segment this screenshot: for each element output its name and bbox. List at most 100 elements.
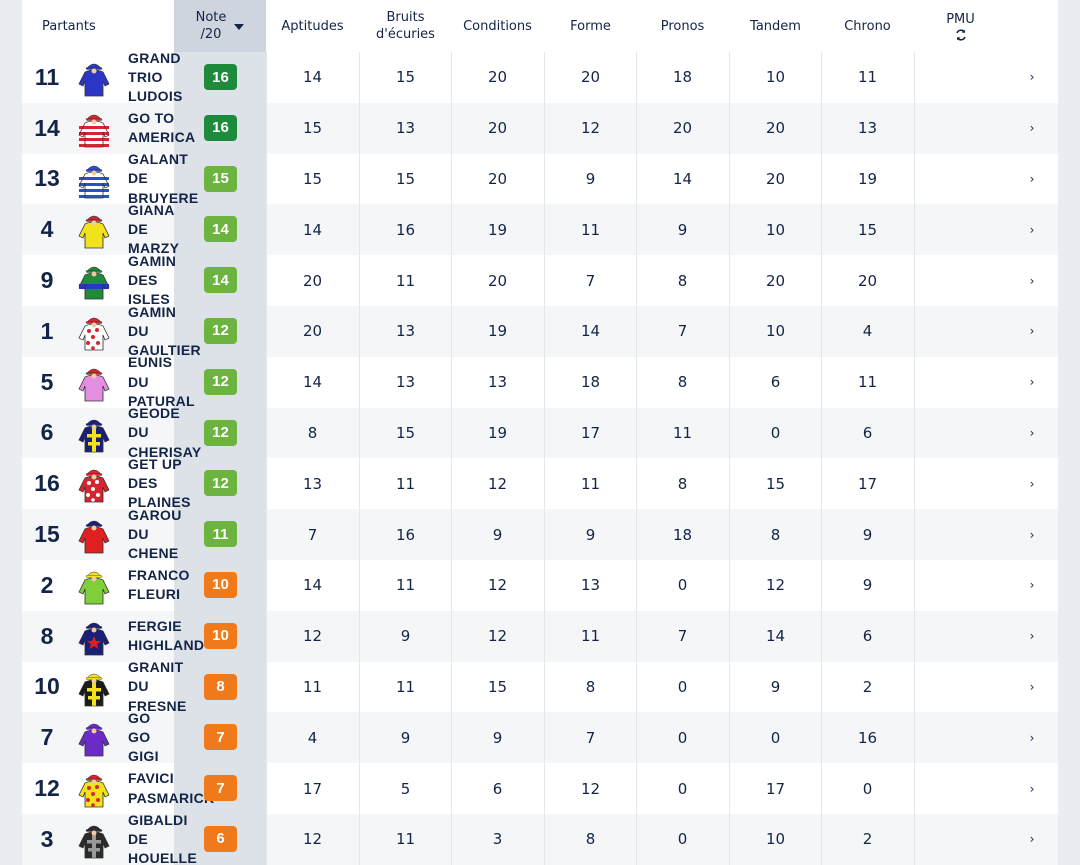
table-row[interactable]: 8 FERGIE HIGHLAND 10 12 9 12 11 7 14 6 › [22, 610, 1058, 662]
table-row[interactable]: 2 FRANCO FLEURI 10 14 11 12 13 0 12 9 › [22, 559, 1058, 611]
horse-name-line: GET UP [128, 458, 182, 472]
chevron-right-icon[interactable]: › [1029, 375, 1035, 390]
score-chrono: 19 [857, 169, 878, 188]
horse-name-line: FRESNE [128, 697, 187, 713]
horse-name[interactable]: GIBALDI DE HOUELLE [128, 814, 197, 865]
horse-name-line: AMERICA [128, 129, 196, 146]
table-row[interactable]: 9 GAMIN DES ISLES 14 20 11 20 7 8 20 20 › [22, 255, 1058, 306]
header-forme-line: Forme [570, 18, 611, 34]
table-row[interactable]: 10 GRANIT DU FRESNE 8 11 11 15 8 0 9 2 › [22, 661, 1058, 713]
horse-name[interactable]: GET UP DES PLAINES [128, 458, 191, 509]
table-row[interactable]: 15 GAROU DU CHENE 11 7 16 9 9 18 8 9 › [22, 509, 1058, 560]
header-forme[interactable]: Forme [544, 0, 637, 52]
score-aptitudes: 14 [302, 576, 323, 595]
table-row[interactable]: 5 EUNIS DU PATURAL 12 14 13 13 18 8 6 11 › [22, 356, 1058, 408]
horse-name[interactable]: GO TO AMERICA [128, 103, 195, 154]
horse-name-line: GIGI [128, 748, 159, 764]
header-conditions-line: Conditions [463, 18, 532, 34]
score-tandem: 9 [770, 677, 781, 696]
column-divider [821, 407, 822, 459]
column-divider [451, 458, 452, 510]
chevron-right-icon[interactable]: › [1029, 273, 1035, 288]
chevron-right-icon[interactable]: › [1029, 425, 1035, 440]
column-divider [636, 153, 637, 205]
chevron-right-icon[interactable]: › [1029, 171, 1035, 186]
column-divider [914, 661, 915, 713]
horse-name[interactable]: GAMIN DU GAULTIER [128, 306, 201, 357]
caret-down-icon[interactable] [234, 24, 245, 30]
header-aptitudes[interactable]: Aptitudes [266, 0, 359, 52]
jockey-silk-icon [78, 368, 110, 402]
column-divider [636, 813, 637, 865]
chevron-right-icon[interactable]: › [1029, 578, 1035, 593]
horse-name[interactable]: GO GO GIGI [128, 712, 159, 763]
chevron-right-icon[interactable]: › [1029, 629, 1035, 644]
column-divider [359, 255, 360, 306]
header-pronos[interactable]: Pronos [636, 0, 729, 52]
column-divider [729, 712, 730, 764]
header-partants[interactable]: Partants [42, 18, 96, 34]
header-tandem[interactable]: Tandem [729, 0, 822, 52]
score-aptitudes: 14 [302, 373, 323, 392]
column-divider [544, 763, 545, 814]
refresh-icon[interactable] [955, 28, 967, 42]
column-divider [266, 305, 267, 357]
column-divider [266, 204, 267, 256]
horse-name[interactable]: FERGIE HIGHLAND [128, 611, 204, 662]
column-divider [359, 305, 360, 357]
column-divider [636, 407, 637, 459]
column-divider [914, 610, 915, 662]
table-row[interactable]: 1 GAMIN DU GAULTIER 12 20 13 19 14 7 10 4 › [22, 305, 1058, 357]
column-divider [266, 52, 267, 103]
header-bruits[interactable]: Bruits d'écuries [359, 0, 452, 52]
table-row[interactable]: 11 GRAND TRIO LUDOIS 16 14 15 20 20 18 10 11 › [22, 52, 1058, 103]
horse-name[interactable]: GAMIN DES ISLES [128, 255, 176, 306]
horse-name[interactable]: GAROU DU CHENE [128, 509, 182, 560]
chevron-right-icon[interactable]: › [1029, 832, 1035, 847]
horse-number: 11 [34, 63, 60, 90]
chevron-right-icon[interactable]: › [1029, 70, 1035, 85]
column-divider [451, 712, 452, 764]
table-row[interactable]: 7 GO GO GIGI 7 4 9 9 7 0 0 16 › [22, 712, 1058, 764]
header-conditions[interactable]: Conditions [451, 0, 544, 52]
column-divider [729, 407, 730, 459]
horse-name[interactable]: GEODE DU CHERISAY [128, 408, 201, 459]
chevron-right-icon[interactable]: › [1029, 679, 1035, 694]
horse-name[interactable]: GALANT DE BRUYERE [128, 154, 199, 205]
column-divider [544, 458, 545, 510]
chevron-right-icon[interactable]: › [1029, 781, 1035, 796]
chevron-right-icon[interactable]: › [1029, 324, 1035, 339]
table-row[interactable]: 3 GIBALDI DE HOUELLE 6 12 11 3 8 0 10 2 › [22, 813, 1058, 865]
horse-name[interactable]: GIANA DE MARZY [128, 204, 179, 255]
header-tandem-line: Tandem [750, 18, 801, 34]
column-divider [266, 559, 267, 611]
score-aptitudes: 20 [302, 322, 323, 341]
chevron-right-icon[interactable]: › [1029, 476, 1035, 491]
horse-name[interactable]: EUNIS DU PATURAL [128, 357, 195, 408]
horse-name[interactable]: GRANIT DU FRESNE [128, 662, 187, 713]
header-chrono[interactable]: Chrono [821, 0, 914, 52]
jockey-silk-icon [78, 266, 110, 300]
table-row[interactable]: 4 GIANA DE MARZY 14 14 16 19 11 9 10 15 › [22, 204, 1058, 256]
horse-name-line: TRIO [128, 68, 163, 85]
table-row[interactable]: 12 FAVICI PASMARICK 7 17 5 6 12 0 17 0 › [22, 763, 1058, 814]
chevron-right-icon[interactable]: › [1029, 121, 1035, 136]
note-badge: 14 [204, 267, 237, 294]
header-pmu[interactable]: PMU [914, 0, 1007, 52]
score-aptitudes: 8 [307, 423, 318, 442]
table-row[interactable]: 13 GALANT DE BRUYERE 15 15 15 20 9 14 20 19 › [22, 153, 1058, 205]
horse-name[interactable]: FRANCO FLEURI [128, 560, 190, 611]
header-pmu-label: PMU [946, 11, 975, 27]
chevron-right-icon[interactable]: › [1029, 222, 1035, 237]
table-row[interactable]: 14 GO TO AMERICA 16 15 13 20 12 20 20 13 › [22, 102, 1058, 154]
header-note[interactable]: Note /20 [174, 0, 266, 52]
table-row[interactable]: 6 GEODE DU CHERISAY 12 8 15 19 17 11 0 6 › [22, 407, 1058, 459]
note-badge: 10 [204, 571, 237, 598]
horse-name-line: GIANA [128, 204, 175, 218]
horse-name[interactable]: GRAND TRIO LUDOIS [128, 52, 183, 103]
chevron-right-icon[interactable]: › [1029, 730, 1035, 745]
chevron-right-icon[interactable]: › [1029, 527, 1035, 542]
table-row[interactable]: 16 GET UP DES PLAINES 12 13 11 12 11 8 15 17 › [22, 458, 1058, 510]
horse-name[interactable]: FAVICI PASMARICK [128, 763, 214, 814]
note-badge: 12 [204, 317, 237, 344]
